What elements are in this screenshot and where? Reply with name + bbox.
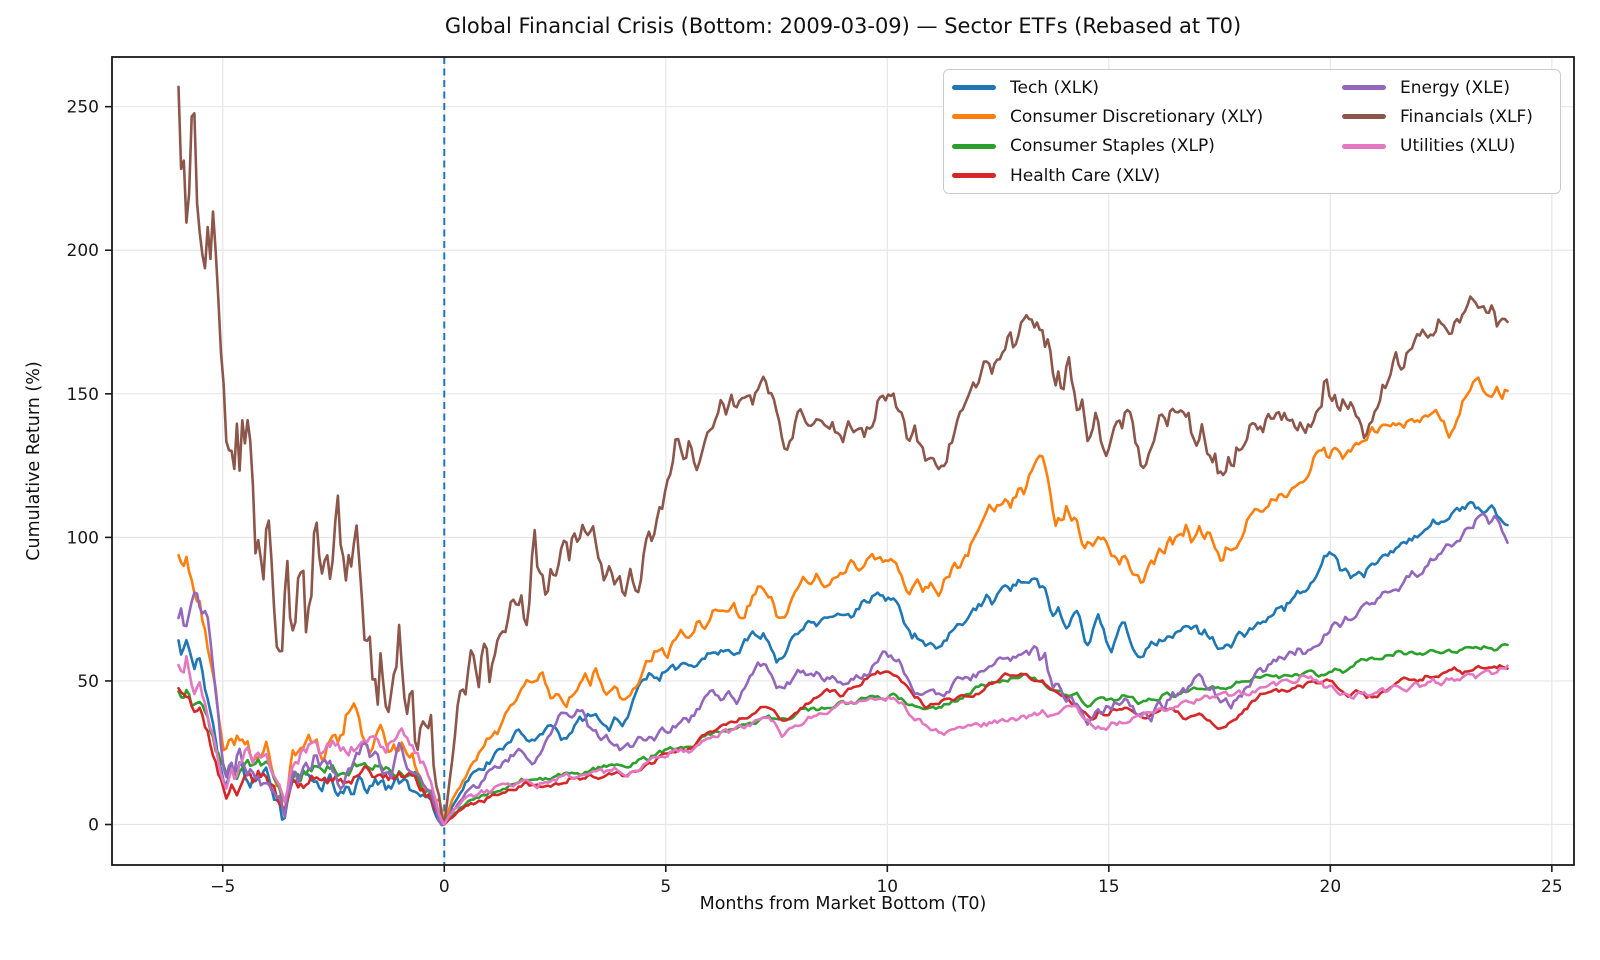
legend-column-2: Energy (XLE) Financials (XLF) Utilities (X… <box>1342 73 1533 190</box>
x-tick-label: 5 <box>660 877 671 897</box>
x-tick-label: 0 <box>439 877 450 897</box>
legend-label: Health Care (XLV) <box>1010 165 1161 186</box>
legend-label: Utilities (XLU) <box>1400 136 1516 157</box>
y-tick-label: 100 <box>67 528 99 548</box>
x-tick-label: 20 <box>1320 877 1342 897</box>
y-axis-label: Cumulative Return (%) <box>24 361 44 561</box>
x-tick-label: −5 <box>210 877 235 897</box>
y-tick-label: 250 <box>67 98 99 118</box>
legend-item-energy-xle: Energy (XLE) <box>1342 73 1533 102</box>
legend-line-swatch <box>1342 85 1386 91</box>
x-axis-label: Months from Market Bottom (T0) <box>699 894 987 914</box>
legend-item-consumer-staples-xlp: Consumer Staples (XLP) <box>952 132 1342 161</box>
legend-line-swatch <box>952 114 996 120</box>
legend-label: Energy (XLE) <box>1400 77 1511 98</box>
series-line-health-care-xlv <box>177 664 1509 826</box>
legend-item-health-care-xlv: Health Care (XLV) <box>952 161 1342 190</box>
legend-line-swatch <box>1342 114 1386 120</box>
y-tick-label: 200 <box>67 241 99 261</box>
series-line-consumer-discretionary-xly <box>177 376 1509 826</box>
plot-border <box>111 56 1575 866</box>
legend-box: Tech (XLK) Consumer Discretionary (XLY) Co… <box>943 69 1561 195</box>
legend-line-swatch <box>952 143 996 149</box>
legend-line-swatch <box>952 173 996 179</box>
y-tick-label: 0 <box>88 816 99 836</box>
chart-title: Global Financial Crisis (Bottom: 2009-03… <box>444 14 1242 38</box>
legend-item-tech-xlk: Tech (XLK) <box>952 73 1342 102</box>
legend-item-consumer-discretionary-xly: Consumer Discretionary (XLY) <box>952 102 1342 131</box>
legend-label: Consumer Discretionary (XLY) <box>1010 106 1264 127</box>
legend-line-swatch <box>1342 143 1386 149</box>
legend-label: Tech (XLK) <box>1010 77 1100 98</box>
legend-column-1: Tech (XLK) Consumer Discretionary (XLY) Co… <box>952 73 1342 190</box>
legend-label: Consumer Staples (XLP) <box>1010 136 1215 157</box>
series-line-energy-xle <box>177 512 1509 827</box>
legend-line-swatch <box>952 85 996 91</box>
legend-item-financials-xlf: Financials (XLF) <box>1342 102 1533 131</box>
series-line-consumer-staples-xlp <box>177 643 1509 826</box>
x-tick-label: 25 <box>1541 877 1563 897</box>
x-tick-label: 15 <box>1098 877 1120 897</box>
series-line-utilities-xlu <box>177 655 1509 826</box>
legend-item-utilities-xlu: Utilities (XLU) <box>1342 132 1533 161</box>
y-tick-label: 150 <box>67 385 99 405</box>
series-line-financials-xlf <box>177 85 1509 826</box>
x-tick-label: 10 <box>876 877 898 897</box>
legend-label: Financials (XLF) <box>1400 106 1533 127</box>
y-tick-label: 50 <box>77 672 99 692</box>
series-line-tech-xlk <box>177 500 1509 826</box>
